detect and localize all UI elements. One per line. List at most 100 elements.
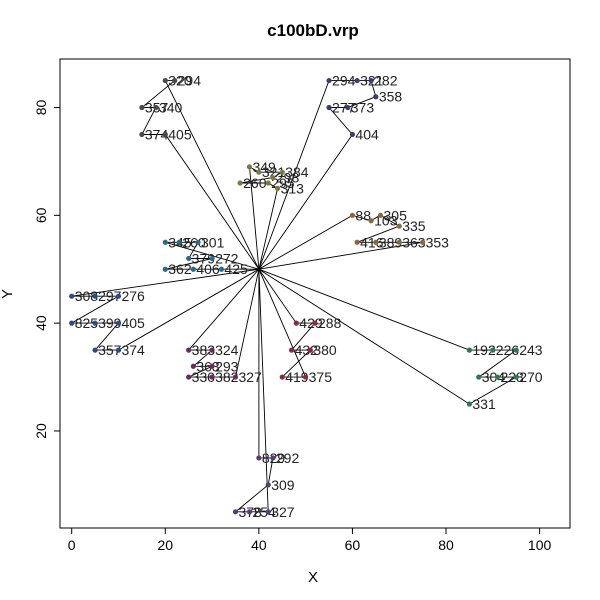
customer-label: 380 [313,342,337,358]
customer-point [115,293,122,299]
labels-layer: 3202943573403744052943212823583732774043… [75,73,543,520]
y-axis: 20 40 60 80 [33,100,60,439]
customer-point [162,131,168,138]
customer-point [115,347,122,353]
x-tick-label: 60 [345,537,361,553]
customer-label: 260 [243,175,267,191]
customer-label: 379 [192,250,216,266]
customer-label: 304 [482,369,506,385]
customer-point [270,455,276,461]
customer-label: 357 [98,342,122,358]
customer-point [466,347,473,353]
customer-point [162,239,168,245]
customer-point [209,374,215,380]
customer-point [494,374,501,380]
x-tick-label: 40 [251,537,267,553]
customer-point [326,104,332,111]
y-axis-label: Y [0,289,16,299]
customer-label: 389 [379,234,403,250]
customer-point [513,347,519,353]
customer-point [368,218,374,224]
customer-label: 270 [519,369,543,385]
customer-label: 288 [318,315,342,331]
customer-point [190,363,196,369]
customer-label: 405 [168,126,192,142]
depot-point [257,267,261,271]
customer-label: 228 [500,369,524,385]
customer-point [237,180,243,186]
customer-point [279,374,285,380]
customer-point [354,239,360,245]
customer-point [186,347,192,353]
customer-label: 331 [472,396,496,412]
customer-point [265,180,271,186]
route-line-5 [165,241,260,270]
customer-point [279,169,285,175]
customer-label: 425 [224,261,248,277]
customer-label: 375 [309,369,333,385]
customer-label: 363 [402,234,426,250]
customer-point [176,239,182,245]
x-tick-label: 100 [528,537,552,553]
customer-point [139,104,145,111]
customer-label: 353 [426,234,450,250]
customer-label: 399 [98,315,122,331]
customer-label: 362 [168,261,192,277]
customer-point [265,509,271,515]
x-tick-label: 0 [68,537,76,553]
customer-label: 405 [121,315,145,331]
route-line-8 [258,268,316,378]
customer-label: 321 [262,164,286,180]
customer-label: 305 [384,207,408,223]
customer-point [186,374,192,380]
customer-point [349,131,356,138]
customer-point [293,320,299,326]
customer-point [396,223,402,229]
customer-point [209,363,215,369]
customer-point [190,266,196,272]
route-line-6 [70,268,260,351]
customer-point [92,320,98,326]
customer-point [270,174,276,181]
customer-point [153,104,159,111]
customer-point [115,320,122,326]
customer-point [476,374,482,380]
customer-label: 324 [215,342,239,358]
customer-label: 301 [201,234,225,250]
customer-point [92,347,98,353]
customer-label: 374 [121,342,145,358]
customer-label: 419 [285,369,309,385]
customer-point [256,169,262,175]
customer-label: 88 [355,207,371,223]
customer-label: 272 [215,250,239,266]
customer-label: 335 [402,218,426,234]
customer-point [69,293,75,299]
customer-point [209,255,215,262]
customer-point [354,77,360,84]
route-line-10 [234,269,274,513]
customer-label: 226 [496,342,520,358]
customer-label: 404 [355,126,379,142]
customer-label: 374 [145,126,169,142]
customer-point [420,239,426,245]
customer-label: 363 [196,358,220,374]
y-tick-label: 40 [33,315,49,331]
customer-point [246,164,253,170]
points-layer [69,77,519,515]
customer-point [373,94,379,100]
customer-label: 292 [276,450,300,466]
customer-point [274,185,281,191]
customer-point [368,77,374,84]
customer-point [186,255,192,262]
customer-label: 254 [252,504,276,520]
customer-point [232,374,239,380]
customer-label: 383 [192,342,216,358]
chart-title: c100bD.vrp [267,21,359,40]
customer-label: 293 [215,358,239,374]
customer-label: 429 [299,315,323,331]
customer-point [256,455,262,461]
customer-point [289,347,295,353]
customer-label: 192 [472,342,496,358]
customer-point [69,320,75,326]
x-tick-label: 20 [157,537,173,553]
